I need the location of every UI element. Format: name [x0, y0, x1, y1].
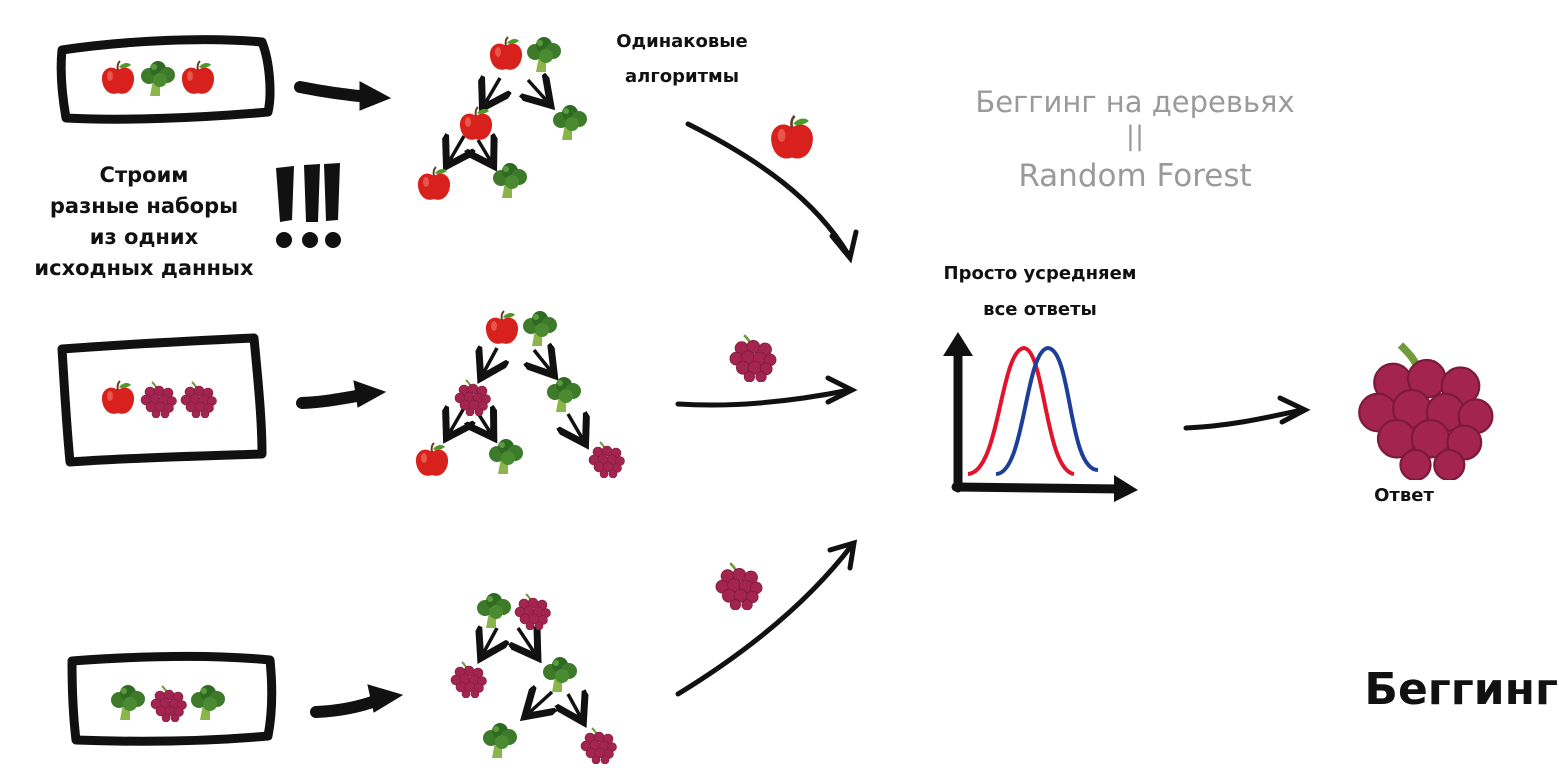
- averaging-label: Просто усредняем все ответы: [943, 263, 1137, 320]
- grapes-icon: [580, 727, 618, 764]
- dataset-arrow-3: [310, 684, 404, 718]
- red-apple-icon: [180, 60, 216, 95]
- final-answer-grapes-icon: [1359, 345, 1492, 480]
- exclamation-marks: [276, 163, 341, 248]
- dataset-arrow-1: [294, 81, 392, 111]
- red-apple-icon: [484, 310, 520, 345]
- broccoli-icon: [477, 593, 511, 628]
- red-apple-icon: [458, 106, 494, 141]
- dataset-arrow-2: [296, 380, 387, 409]
- grapes-icon: [454, 379, 492, 416]
- grapes-icon: [588, 441, 626, 478]
- grapes-icon: [728, 333, 778, 382]
- broccoli-icon: [493, 163, 527, 198]
- broccoli-icon: [191, 685, 225, 720]
- bagging-trees-line1: Беггинг на деревьях: [975, 85, 1295, 119]
- broccoli-icon: [111, 685, 145, 720]
- broccoli-icon: [141, 61, 175, 96]
- red-apple-icon: [488, 36, 524, 71]
- grapes-icon: [714, 561, 764, 610]
- dataset-box-1: [56, 35, 275, 124]
- grapes-icon: [150, 685, 188, 722]
- dataset-box-3: [67, 651, 277, 746]
- red-apple-icon: [416, 166, 452, 201]
- red-apple-icon: [769, 114, 815, 160]
- grapes-icon: [450, 661, 488, 698]
- broccoli-icon: [547, 377, 581, 412]
- dataset-box-2: [57, 333, 267, 467]
- averaging-plot: [943, 332, 1138, 502]
- broccoli-icon: [523, 311, 557, 346]
- grapes-icon: [180, 381, 218, 418]
- build-sets-label: Строим разные наборы из одних исходных д…: [34, 163, 254, 280]
- prediction-arrows: [675, 121, 1311, 697]
- broccoli-icon: [527, 37, 561, 72]
- broccoli-icon: [553, 105, 587, 140]
- broccoli-icon: [489, 439, 523, 474]
- blue-curve: [995, 345, 1099, 476]
- broccoli-icon: [483, 723, 517, 758]
- broccoli-icon: [543, 657, 577, 692]
- page-title: Беггинг: [1364, 664, 1558, 715]
- red-curve: [967, 345, 1075, 476]
- grapes-icon: [514, 593, 552, 630]
- red-apple-icon: [414, 442, 450, 477]
- bagging-trees-line3: Random Forest: [1018, 158, 1252, 194]
- red-apple-icon: [100, 60, 136, 95]
- identical-algorithms-label: Одинаковые алгоритмы: [616, 31, 748, 87]
- grapes-icon: [140, 381, 178, 418]
- bagging-trees-line2: ||: [1125, 121, 1145, 152]
- red-apple-icon: [100, 380, 136, 415]
- answer-label: Ответ: [1374, 485, 1434, 506]
